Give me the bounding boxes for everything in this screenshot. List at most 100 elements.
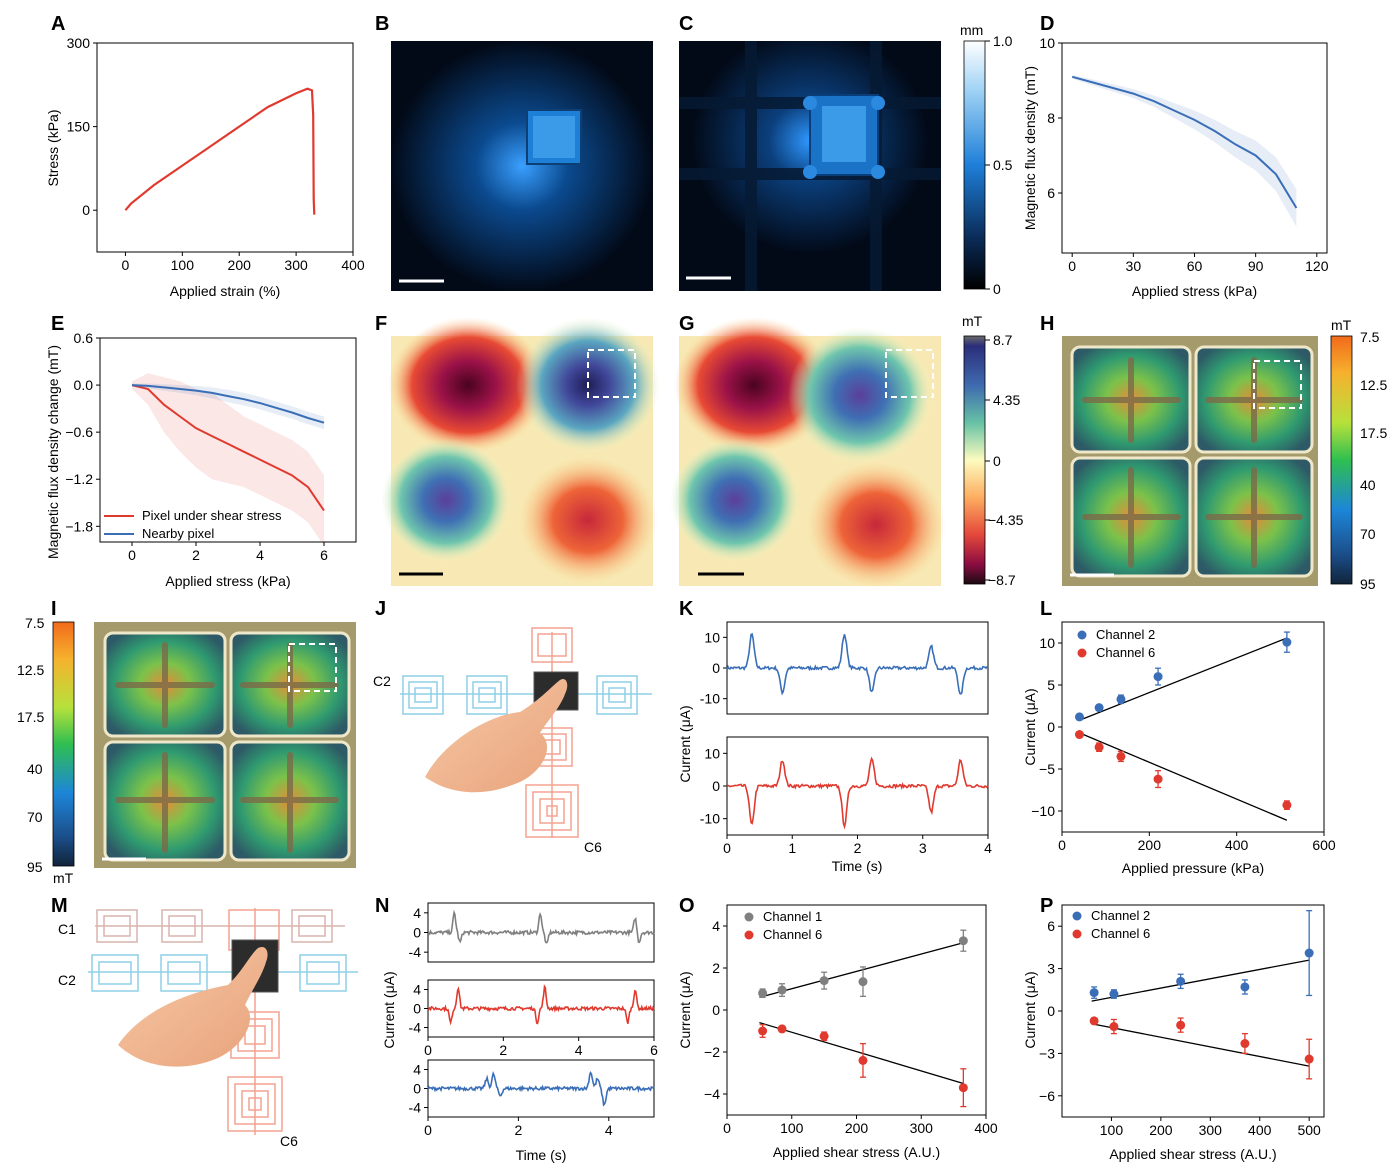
signal-trace (427, 1070, 655, 1107)
panel-letter-o: O (679, 895, 695, 917)
coil-icon (91, 954, 347, 992)
y-tick-label: 0 (712, 1002, 720, 1018)
series-line (131, 384, 325, 424)
plot-frame (99, 337, 357, 543)
legend-label: Channel 6 (1091, 926, 1150, 941)
panel-letter-j: J (375, 598, 386, 620)
y-tick-label: −10 (1031, 803, 1055, 819)
data-point (819, 1031, 829, 1041)
y-axis-label: Current (μA) (1022, 688, 1038, 765)
legend-label: Nearby pixel (142, 526, 214, 541)
colorbar-flux-h-tick: 40 (1360, 477, 1376, 493)
colorbar-flux-h-tick: 17.5 (1360, 425, 1387, 441)
x-tick-label: 100 (780, 1120, 804, 1136)
legend-swatch (1072, 929, 1082, 939)
y-tick-label: −2 (704, 1044, 720, 1060)
x-tick-label: 4 (256, 547, 264, 563)
x-tick-label: 4 (984, 840, 992, 856)
data-point (1109, 989, 1119, 999)
data-point (1282, 637, 1292, 647)
panel-letters: A B C D E F G H I J K L M N O P (51, 13, 1054, 917)
colorbar-flux-i-unit: mT (53, 870, 74, 886)
x-tick-label: 120 (1305, 258, 1329, 274)
panel-letter-g: G (679, 313, 695, 335)
x-tick-label: 2 (192, 547, 200, 563)
colorbar-flux-i-tick: 7.5 (25, 615, 45, 631)
x-axis-label: Applied stress (kPa) (1132, 283, 1257, 299)
x-tick-label: 0 (1058, 837, 1066, 853)
legend-label: Channel 6 (763, 927, 822, 942)
x-tick-label: 200 (1138, 837, 1162, 853)
colorbar-field-tick: −4.35 (988, 512, 1024, 528)
y-tick-label: 0 (82, 202, 90, 218)
series-band (132, 383, 324, 429)
colorbar-flux-h-tick: 70 (1360, 526, 1376, 542)
data-point (1240, 982, 1250, 992)
data-point (1089, 988, 1099, 998)
x-tick-label: 300 (284, 257, 308, 273)
data-point (777, 1024, 787, 1034)
colorbar-flux-i: 7.5 12.5 17.5 40 70 95 mT (17, 615, 75, 886)
series-line (124, 87, 316, 215)
coil-icon (402, 675, 638, 715)
x-tick-label: 90 (1248, 258, 1264, 274)
data-point (1153, 774, 1163, 784)
x-tick-label: 2 (854, 840, 862, 856)
y-tick-label: 4 (413, 1062, 421, 1078)
panel-letter-e: E (51, 313, 64, 335)
colorbar-height-tick: 1.0 (993, 33, 1013, 49)
x-tick-label: 4 (575, 1042, 583, 1058)
signal-trace (427, 909, 655, 944)
colorbar-flux-h-unit: mT (1331, 317, 1352, 333)
y-tick-label: -4 (409, 1020, 422, 1036)
y-tick-label: -4 (409, 1100, 422, 1116)
y-tick-label: 0 (1047, 1003, 1055, 1019)
y-tick-label: −0.6 (65, 424, 93, 440)
x-tick-label: 30 (1126, 258, 1142, 274)
y-tick-label: −1.2 (65, 471, 93, 487)
data-point (1176, 976, 1186, 986)
plot-frame (1061, 42, 1328, 254)
legend-label: Pixel under shear stress (142, 508, 282, 523)
schematic-j-label: C6 (584, 839, 602, 855)
x-tick-label: 1 (788, 840, 796, 856)
colorbar-flux-h-tick: 7.5 (1360, 329, 1380, 345)
x-tick-label: 400 (341, 257, 365, 273)
y-tick-label: 3 (1047, 961, 1055, 977)
y-tick-label: 0 (413, 925, 421, 941)
colorbar-flux-h-tick: 95 (1360, 576, 1376, 592)
data-point (1089, 1016, 1099, 1026)
colorbar-flux-i-tick: 70 (27, 809, 43, 825)
x-axis-label: Applied strain (%) (170, 283, 281, 299)
panel-h-photo (1062, 336, 1318, 586)
data-point (958, 1083, 968, 1093)
x-tick-label: 400 (974, 1120, 998, 1136)
panel-letter-l: L (1040, 598, 1052, 620)
panel-letter-b: B (375, 13, 389, 35)
y-tick-label: 0 (1047, 719, 1055, 735)
y-tick-label: 4 (413, 982, 421, 998)
legend-label: Channel 6 (1096, 645, 1155, 660)
signal-trace (726, 632, 989, 696)
colorbar-field-tick: −8.7 (988, 572, 1016, 588)
colorbar-flux-i-tick: 12.5 (17, 662, 44, 678)
y-tick-label: −1.8 (65, 518, 93, 534)
x-tick-label: 6 (650, 1042, 658, 1058)
colorbar-flux-h: mT 7.5 12.5 17.5 40 70 95 (1330, 317, 1387, 592)
y-tick-label: 5 (1047, 677, 1055, 693)
y-tick-label: 0 (712, 660, 720, 676)
data-point (1304, 1054, 1314, 1064)
series-line (131, 384, 325, 512)
schematic-m-label: C1 (58, 921, 76, 937)
y-axis-label: Magnetic flux density (mT) (1022, 66, 1038, 230)
colorbar-flux-h-tick: 12.5 (1360, 377, 1387, 393)
panel-j-schematic: C2 C6 (373, 627, 652, 855)
x-tick-label: 300 (910, 1120, 934, 1136)
panel-letter-c: C (679, 13, 693, 35)
fit-line (1091, 959, 1310, 1002)
panel-f-field-map (381, 317, 660, 586)
data-point (758, 1026, 768, 1036)
fit-line (1079, 732, 1288, 821)
y-axis-label: Stress (kPa) (45, 109, 61, 186)
